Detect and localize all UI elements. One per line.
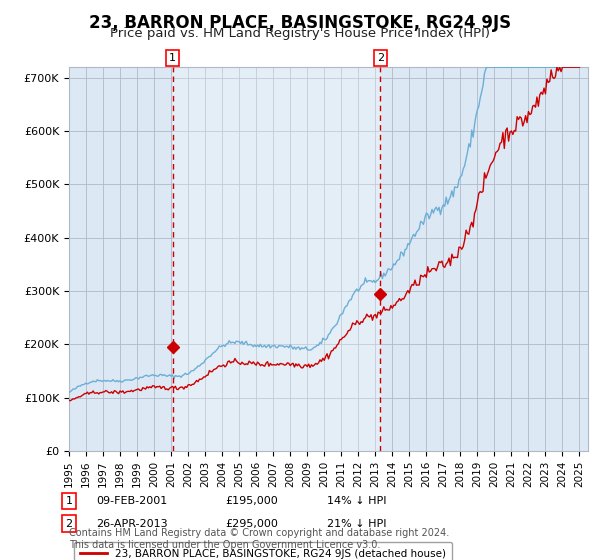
Text: 23, BARRON PLACE, BASINGSTOKE, RG24 9JS: 23, BARRON PLACE, BASINGSTOKE, RG24 9JS [89,14,511,32]
Text: 1: 1 [169,53,176,63]
Text: 09-FEB-2001: 09-FEB-2001 [96,496,167,506]
Text: £195,000: £195,000 [225,496,278,506]
Text: 26-APR-2013: 26-APR-2013 [96,519,167,529]
Legend: 23, BARRON PLACE, BASINGSTOKE, RG24 9JS (detached house), HPI: Average price, de: 23, BARRON PLACE, BASINGSTOKE, RG24 9JS … [74,542,452,560]
Text: 1: 1 [65,496,73,506]
Text: Price paid vs. HM Land Registry's House Price Index (HPI): Price paid vs. HM Land Registry's House … [110,27,490,40]
Text: 2: 2 [65,519,73,529]
Text: 2: 2 [377,53,384,63]
Text: £295,000: £295,000 [225,519,278,529]
Text: 21% ↓ HPI: 21% ↓ HPI [327,519,386,529]
Bar [173,67,380,451]
Text: 14% ↓ HPI: 14% ↓ HPI [327,496,386,506]
Text: Contains HM Land Registry data © Crown copyright and database right 2024.
This d: Contains HM Land Registry data © Crown c… [69,528,449,550]
